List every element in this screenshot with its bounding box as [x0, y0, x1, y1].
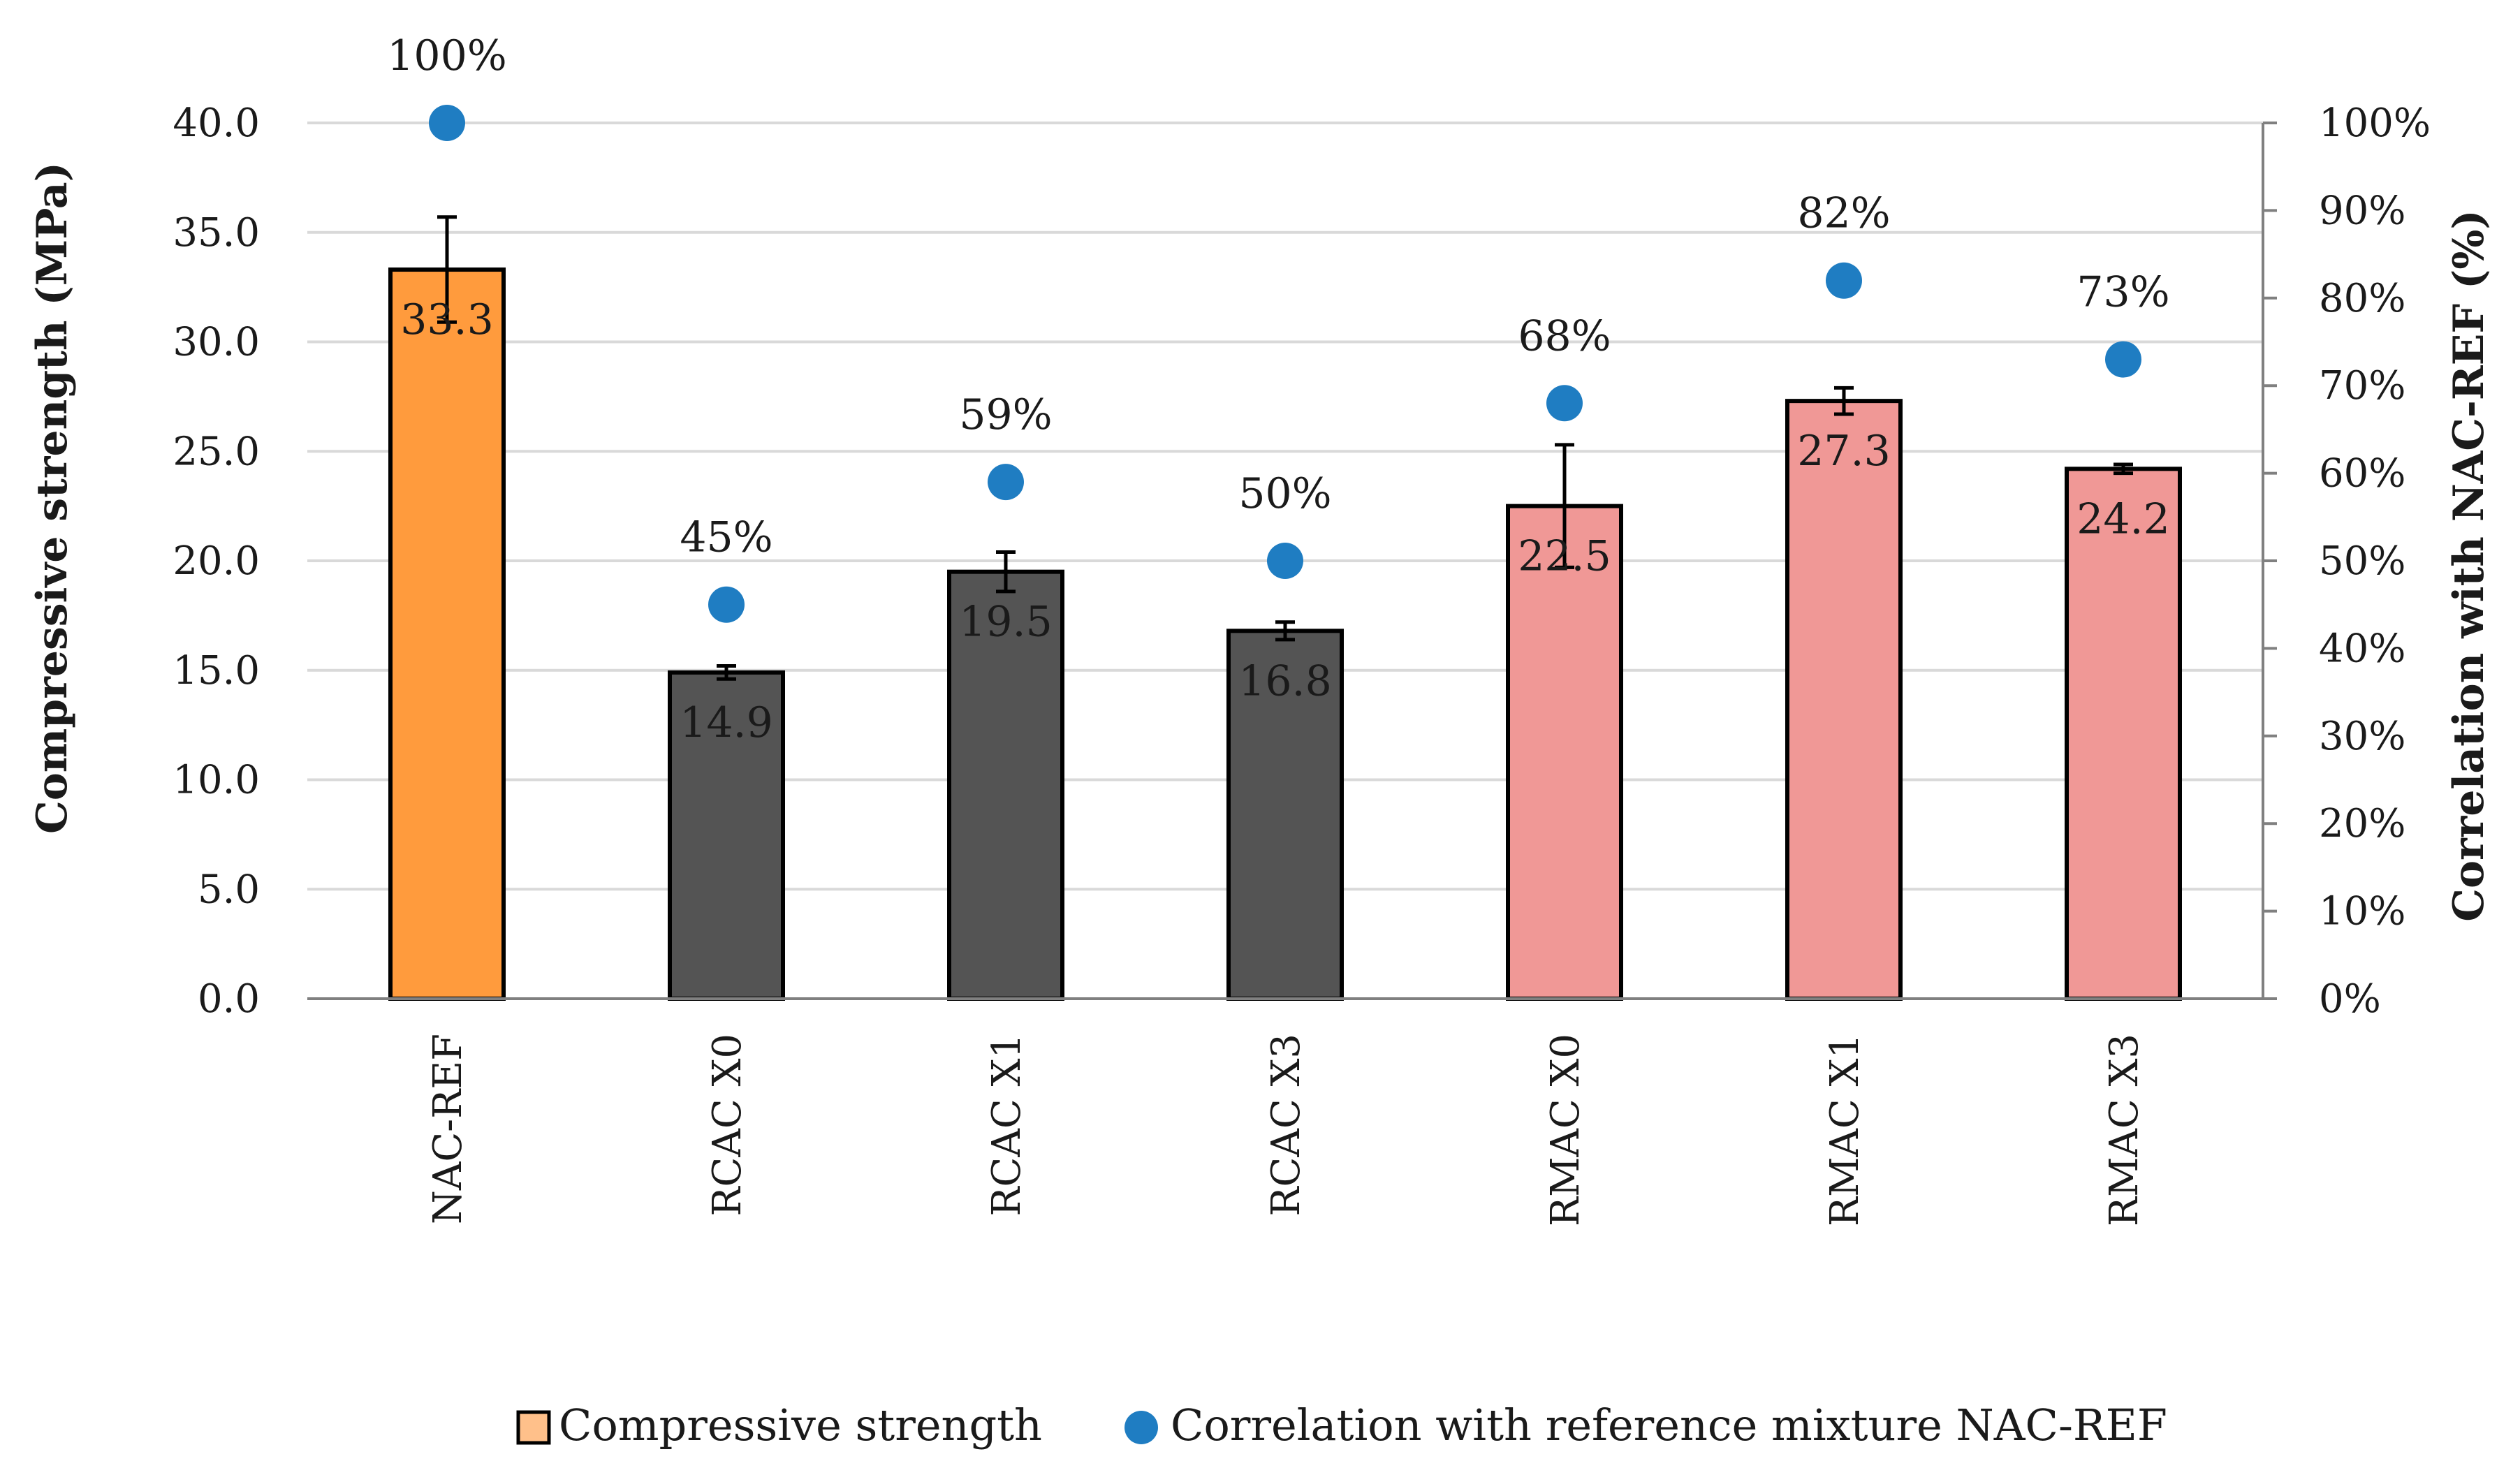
- y2-tick-label: 100%: [2319, 101, 2431, 146]
- correlation-label: 68%: [1518, 311, 1611, 360]
- y-tick-label: 35.0: [173, 210, 260, 256]
- x-tick-label: RMAC X3: [2102, 1034, 2147, 1226]
- correlation-points: 100% 45% 59% 50% 68% 82% 73%: [387, 31, 2170, 623]
- bars: 33.3 14.9 19.5 16.8 22.5 27.3 24.2: [388, 215, 2182, 1001]
- x-tick-label: NAC-REF: [425, 1034, 471, 1224]
- y-axis-title: Compressive strength (MPa): [28, 162, 77, 834]
- y-tick-label: 5.0: [198, 867, 260, 912]
- y-tick-label: 20.0: [173, 538, 260, 584]
- y2-tick-label: 10%: [2319, 889, 2405, 934]
- correlation-label: 50%: [1238, 469, 1331, 518]
- bar-value-label: 33.3: [400, 295, 494, 344]
- y-tick-label: 10.0: [173, 758, 260, 803]
- x-tick-label: RCAC X3: [1263, 1034, 1309, 1217]
- y-tick-label: 15.0: [173, 648, 260, 694]
- y2-tick-label: 20%: [2319, 801, 2405, 846]
- y-tick-label: 30.0: [173, 320, 260, 365]
- y2-tick-label: 50%: [2319, 538, 2405, 584]
- bar-value-label: 16.8: [1238, 656, 1332, 705]
- bar: [1785, 399, 1903, 1001]
- legend-marker-correlation: [1125, 1411, 1158, 1444]
- y2-tick-label: 40%: [2319, 626, 2405, 671]
- correlation-point: [429, 105, 465, 141]
- bar-value-label: 14.9: [680, 698, 773, 747]
- y-tick-label: 0.0: [198, 976, 260, 1022]
- x-tick-label: RCAC X0: [705, 1034, 750, 1217]
- y-tick-label: 25.0: [173, 429, 260, 474]
- y2-tick-label: 60%: [2319, 451, 2405, 497]
- y2-tick-label: 80%: [2319, 276, 2405, 321]
- correlation-point: [2105, 341, 2141, 378]
- y2-axis-title: Correlation with NAC-REF (%): [2445, 210, 2493, 921]
- x-tick-label: RMAC X0: [1543, 1034, 1588, 1226]
- bar: [1226, 629, 1344, 1001]
- bar-value-label: 19.5: [959, 598, 1053, 647]
- bar-value-label: 22.5: [1518, 532, 1611, 581]
- x-tick-label: RCAC X1: [984, 1034, 1030, 1217]
- correlation-point: [1826, 262, 1862, 299]
- legend: Compressive strength Correlation with re…: [516, 1400, 2167, 1451]
- correlation-point: [708, 586, 745, 623]
- legend-swatch-compressive-strength: [516, 1410, 551, 1445]
- y2-tick-label: 70%: [2319, 363, 2405, 409]
- legend-label-correlation: Correlation with reference mixture NAC-R…: [1171, 1400, 2167, 1451]
- bar: [1506, 504, 1623, 1001]
- correlation-point: [988, 464, 1024, 501]
- bar: [668, 670, 785, 1001]
- axes: 0.0 5.0 10.0 15.0 20.0 25.0 30.0 35.0 40.0 0% 10% 2…: [173, 101, 2431, 1226]
- bar: [2065, 467, 2182, 1001]
- y-tick-label: 40.0: [173, 101, 260, 146]
- bar: [947, 569, 1064, 1001]
- legend-label-compressive-strength: Compressive strength: [559, 1400, 1042, 1451]
- correlation-label: 100%: [387, 31, 507, 80]
- bar-value-label: 27.3: [1797, 427, 1891, 476]
- correlation-label: 73%: [2076, 268, 2169, 317]
- y2-tick-label: 90%: [2319, 188, 2405, 233]
- x-tick-label: RMAC X1: [1822, 1034, 1868, 1226]
- correlation-label: 45%: [680, 513, 772, 562]
- bar-value-label: 24.2: [2076, 494, 2170, 543]
- correlation-label: 59%: [959, 390, 1052, 439]
- correlation-point: [1546, 385, 1583, 422]
- correlation-label: 82%: [1797, 189, 1890, 238]
- y2-tick-label: 30%: [2319, 714, 2405, 759]
- y2-tick-label: 0%: [2319, 976, 2381, 1022]
- correlation-point: [1267, 543, 1303, 579]
- bar: [388, 267, 506, 1001]
